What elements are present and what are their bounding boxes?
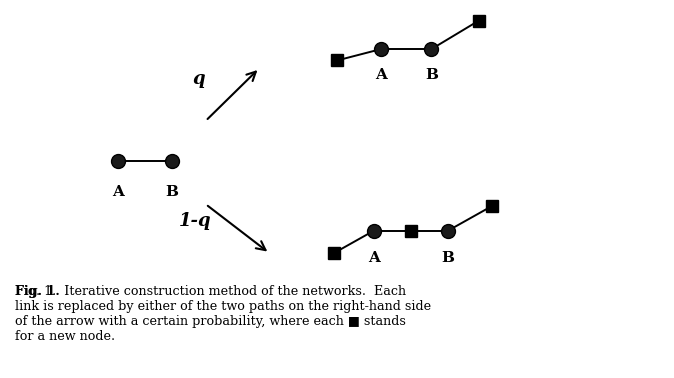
Text: Fig. 1.  Iterative construction method of the networks.  Each
link is replaced b: Fig. 1. Iterative construction method of…: [15, 285, 431, 343]
Text: B: B: [441, 251, 455, 265]
Text: B: B: [165, 185, 179, 199]
Text: A: A: [375, 68, 387, 82]
Text: A: A: [368, 251, 380, 265]
Text: q: q: [193, 70, 205, 88]
Text: 1-q: 1-q: [179, 212, 212, 230]
Text: Fig. 1.: Fig. 1.: [15, 285, 59, 298]
Text: A: A: [112, 185, 124, 199]
Text: B: B: [425, 68, 438, 82]
